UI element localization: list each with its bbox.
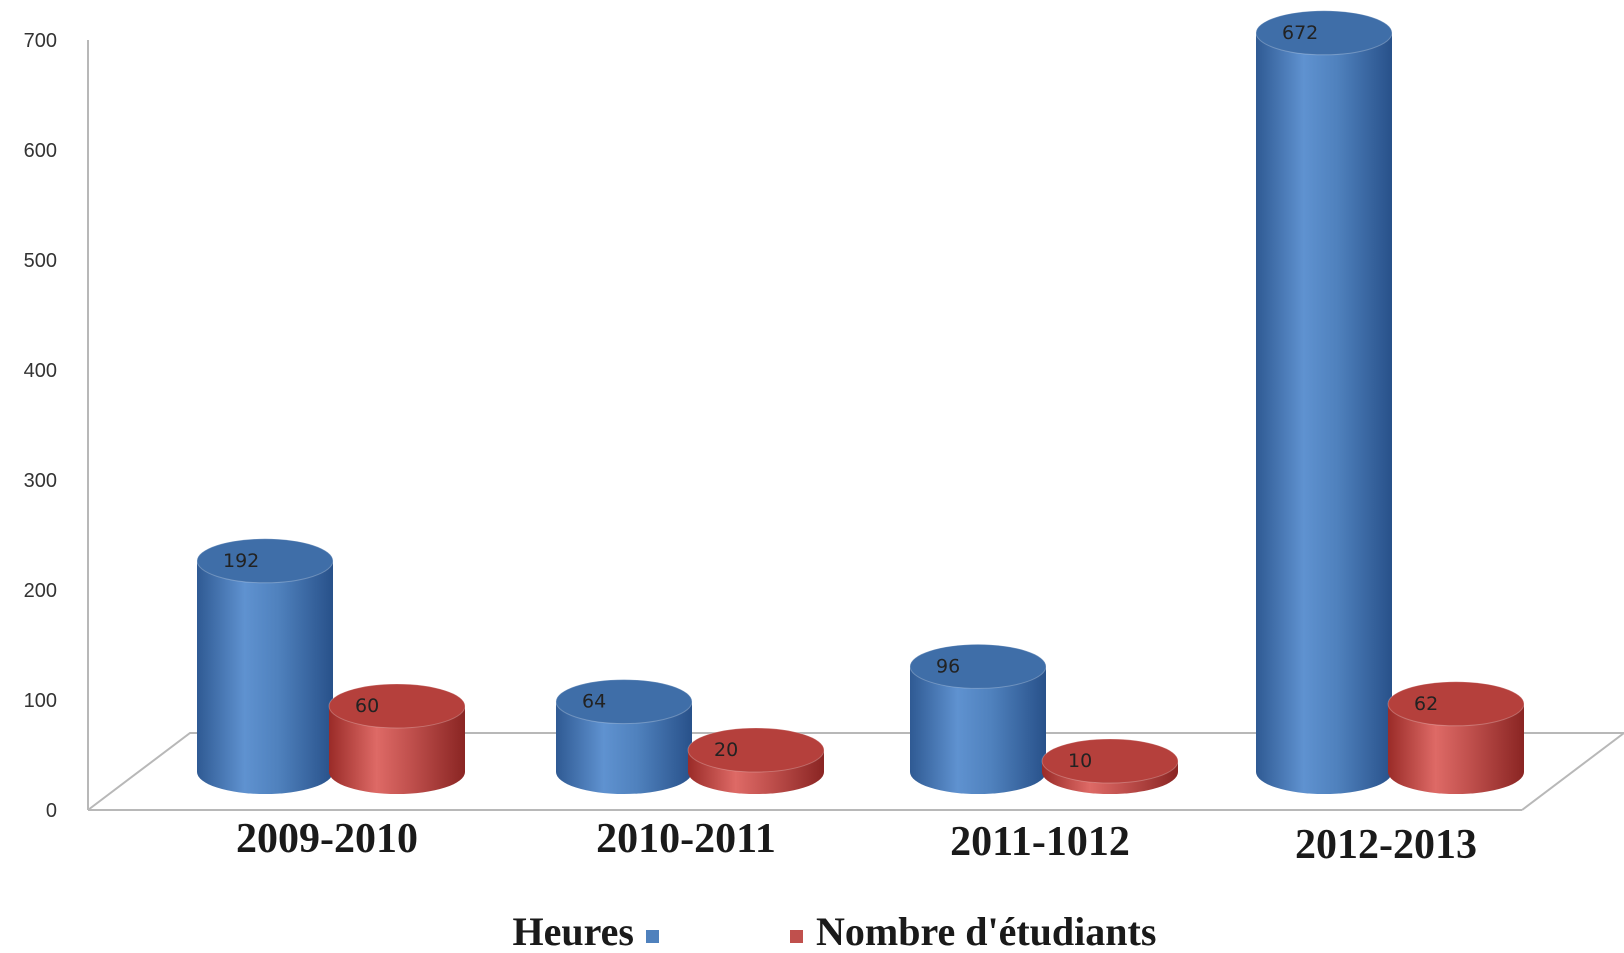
bar-nombre-1 [687, 727, 825, 794]
data-labels: 192 60 64 20 96 10 672 62 [223, 22, 1438, 772]
y-tick-label: 100 [24, 690, 57, 712]
category-labels: 2009-2010 2010-2011 2011-1012 2012-2013 [236, 816, 1477, 868]
floor-back-edge [87, 732, 1624, 811]
category-label: 2012-2013 [1295, 822, 1477, 868]
bar-nombre-3 [1387, 681, 1525, 794]
y-tick-label: 500 [24, 250, 57, 272]
bar-top [687, 727, 825, 773]
data-label: 672 [1282, 22, 1318, 44]
y-tick-label: 200 [24, 580, 57, 602]
legend-swatch-heures [646, 930, 659, 943]
bar-body [1388, 703, 1524, 794]
bar-heures-3 [1255, 10, 1393, 795]
category-label: 2009-2010 [236, 816, 418, 862]
bar-body [197, 560, 333, 794]
bar-nombre-0 [328, 683, 466, 794]
bar-top [555, 679, 693, 725]
data-label: 64 [582, 691, 606, 713]
legend-label-heures: Heures [513, 909, 634, 953]
bar-nombre-2 [1041, 738, 1179, 794]
bar-top [1255, 10, 1393, 56]
legend: Heures Nombre d'étudiants [513, 909, 1157, 953]
bar-body [1256, 32, 1392, 795]
y-tick-label: 700 [24, 30, 57, 52]
bar-top [1387, 681, 1525, 727]
legend-label-nombre: Nombre d'étudiants [816, 909, 1156, 953]
bar-body [556, 701, 692, 794]
y-tick-label: 400 [24, 360, 57, 382]
legend-swatch-nombre [790, 930, 803, 943]
y-tick-label: 600 [24, 140, 57, 162]
bar-top [1041, 738, 1179, 784]
data-label: 20 [714, 739, 738, 761]
data-label: 10 [1068, 750, 1092, 772]
bar-heures-0 [196, 538, 334, 794]
floor-right-edge [1521, 732, 1624, 811]
bar-heures-1 [555, 679, 693, 794]
bars [196, 10, 1525, 795]
y-tick-label: 0 [46, 800, 57, 822]
y-tick-label: 300 [24, 470, 57, 492]
data-label: 60 [355, 695, 379, 717]
bar-top [328, 683, 466, 729]
y-tick-labels: 0 100 200 300 400 500 600 700 [24, 30, 57, 822]
bar-top [196, 538, 334, 584]
bar-heures-2 [909, 643, 1047, 794]
category-label: 2010-2011 [596, 816, 776, 862]
data-label: 96 [936, 655, 960, 677]
axes [87, 40, 1624, 811]
data-label: 62 [1414, 693, 1438, 715]
data-label: 192 [223, 550, 259, 572]
bar-body [910, 666, 1046, 794]
bar-body [329, 706, 465, 794]
bar-top [909, 643, 1047, 689]
category-label: 2011-1012 [950, 819, 1130, 865]
